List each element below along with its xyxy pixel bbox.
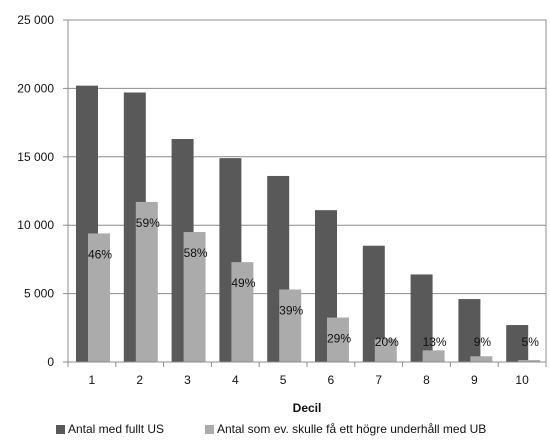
data-label: 58% [184, 246, 208, 260]
legend-item-series-2: Antal som ev. skulle få ett högre underh… [205, 422, 486, 436]
x-tick-label: 2 [136, 373, 143, 387]
x-axis-title: Decil [293, 401, 322, 415]
data-label: 9% [474, 335, 492, 349]
bar-series-1 [506, 325, 529, 362]
bar-series-2 [183, 232, 206, 362]
x-tick-label: 10 [515, 373, 529, 387]
legend-swatch-series-1 [56, 424, 65, 434]
x-tick-label: 9 [471, 373, 478, 387]
data-label: 13% [423, 335, 447, 349]
legend-swatch-series-2 [205, 424, 214, 434]
data-label: 20% [375, 335, 399, 349]
legend-item-series-1: Antal med fullt US [56, 422, 164, 436]
bar-series-2 [231, 262, 254, 362]
x-tick-label: 1 [89, 373, 96, 387]
x-tick-label: 5 [280, 373, 287, 387]
x-tick-label: 7 [375, 373, 382, 387]
y-tick-label: 5 000 [24, 287, 54, 301]
x-tick-label: 4 [232, 373, 239, 387]
legend-label-series-1: Antal med fullt US [68, 422, 165, 436]
y-tick-label: 15 000 [17, 150, 54, 164]
x-axis-ticks: 1 2 3 4 5 6 7 8 9 10 [67, 361, 547, 387]
x-tick-label: 3 [184, 373, 191, 387]
y-tick-label: 20 000 [17, 81, 54, 95]
bar-series-2 [279, 289, 302, 362]
bars [76, 85, 541, 362]
bar-series-1 [410, 274, 433, 362]
data-label: 39% [279, 303, 303, 317]
bar-series-2 [327, 317, 349, 362]
bar-series-2 [135, 201, 158, 362]
x-tick-label: 8 [423, 373, 430, 387]
data-label: 5% [522, 335, 540, 349]
bar-series-2 [88, 233, 110, 362]
y-tick-label: 0 [47, 355, 54, 369]
bar-series-2 [374, 338, 397, 362]
y-axis-ticks: 0 5 000 10 000 15 000 20 000 25 000 [17, 13, 68, 369]
data-label: 29% [327, 332, 351, 346]
bar-series-1 [362, 245, 385, 362]
bar-series-2 [470, 356, 493, 362]
bar-series-2 [422, 350, 445, 362]
data-label: 46% [88, 247, 112, 261]
data-label: 49% [231, 276, 255, 290]
bar-series-1 [458, 299, 481, 362]
bar-series-2 [518, 360, 541, 362]
y-tick-label: 10 000 [17, 218, 54, 232]
legend-label-series-2: Antal som ev. skulle få ett högre underh… [217, 422, 487, 436]
data-labels: 46% 59% 58% 49% 39% 29% 20% 13% 9% 5% [88, 216, 539, 349]
data-label: 59% [136, 216, 160, 230]
y-tick-label: 25 000 [17, 13, 54, 27]
x-tick-label: 6 [328, 373, 335, 387]
